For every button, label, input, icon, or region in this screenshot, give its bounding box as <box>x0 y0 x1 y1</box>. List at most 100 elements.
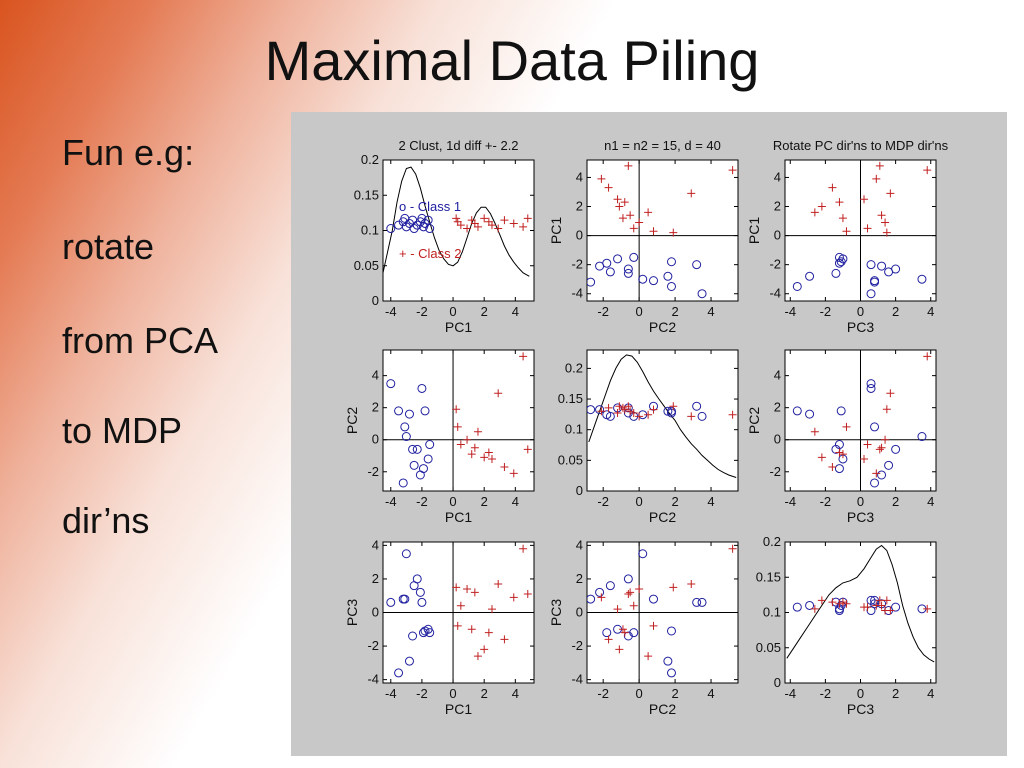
class1-point <box>649 276 659 286</box>
y-tick-label: 4 <box>372 537 379 552</box>
class2-point <box>810 208 819 217</box>
class2-point <box>523 590 532 599</box>
class2-point <box>626 588 635 597</box>
panel-axes-box <box>586 159 739 302</box>
class1-point <box>409 460 419 470</box>
class2-point <box>875 596 884 605</box>
x-axis-label: PC1 <box>445 319 472 335</box>
class1-point <box>663 406 673 416</box>
bullet-dirns: dir’ns <box>62 500 150 541</box>
y-tick-label: 0 <box>774 432 781 447</box>
x-tick-label: 0 <box>857 686 864 701</box>
y-tick-label: 0 <box>372 293 379 308</box>
class2-point <box>480 214 489 223</box>
bullet-fun-eg: Fun e.g: <box>62 132 195 173</box>
class1-point <box>836 257 846 267</box>
y-tick-label: -2 <box>367 638 379 653</box>
class2-point <box>463 435 472 444</box>
x-axis-label: PC3 <box>847 509 874 525</box>
class2-point <box>624 161 633 170</box>
panel-data-group <box>383 166 532 277</box>
class1-point <box>629 252 639 262</box>
class2-point <box>838 214 847 223</box>
class2-point <box>669 228 678 237</box>
class1-point <box>697 289 707 299</box>
y-tick-label: 4 <box>774 169 781 184</box>
y-tick-label: 2 <box>372 400 379 415</box>
class1-point <box>666 281 676 291</box>
class2-point <box>629 224 638 233</box>
class2-point <box>613 605 622 614</box>
class2-point <box>835 599 844 608</box>
class2-point <box>828 462 837 471</box>
class1-point <box>420 218 430 228</box>
class1-point <box>417 213 427 223</box>
class2-point <box>463 585 472 593</box>
class1-point <box>595 587 605 597</box>
class1-point <box>623 264 633 274</box>
panel-data-group <box>786 544 935 663</box>
class2-point <box>687 189 696 198</box>
class1-point <box>666 406 676 416</box>
class2-point <box>452 214 461 223</box>
class2-point <box>620 628 629 637</box>
class2-point <box>842 422 851 431</box>
class2-point <box>456 221 465 230</box>
class1-point <box>605 581 615 591</box>
class2-point <box>500 216 509 225</box>
class2-point <box>875 161 884 170</box>
panel-data-group <box>383 350 534 491</box>
class2-point <box>484 448 493 457</box>
class2-point <box>877 211 886 220</box>
y-tick-label: 0.15 <box>354 187 379 202</box>
class2-point <box>467 450 476 459</box>
panel-0-1: -2 0 2 4 -4 -2 0 2 4 PC2 PC1 n1 = n2 = 15, d = 40 <box>548 138 739 335</box>
class1-point <box>891 264 901 274</box>
y-tick-label: 0 <box>576 483 583 498</box>
class2-point <box>810 427 819 436</box>
x-tick-label: -2 <box>820 686 832 701</box>
class2-point <box>509 593 518 602</box>
density-curve <box>786 544 935 663</box>
class1-point <box>401 549 411 559</box>
panel-1-1: -2 0 2 4 0 0.05 0.1 0.15 0.2 PC2 <box>558 349 739 525</box>
x-axis-label: PC2 <box>649 701 676 717</box>
class2-point <box>519 222 528 231</box>
x-axis-label: PC3 <box>847 319 874 335</box>
panel-title: 2 Clust, 1d diff +- 2.2 <box>398 138 518 153</box>
class2-point <box>604 635 613 644</box>
class2-point <box>842 599 851 608</box>
class2-point <box>635 412 644 421</box>
class1-point <box>602 628 612 638</box>
class2-point <box>484 628 493 637</box>
class2-point <box>923 352 932 361</box>
x-tick-label: 2 <box>481 686 488 701</box>
y-axis-label: PC1 <box>746 217 762 244</box>
class1-point <box>587 277 596 287</box>
panel-data-group <box>785 350 936 491</box>
class2-point <box>480 453 489 462</box>
x-tick-label: -4 <box>784 686 796 701</box>
class1-point <box>418 628 428 638</box>
class2-point <box>604 403 613 412</box>
class1-point <box>623 268 633 278</box>
y-axis-label: PC1 <box>548 217 564 244</box>
class2-point <box>597 407 606 416</box>
panel-data-group <box>587 542 738 683</box>
class2-point <box>828 183 837 192</box>
class1-point <box>412 574 422 584</box>
x-tick-label: 0 <box>857 304 864 319</box>
class1-point <box>587 594 596 604</box>
class2-point <box>615 202 624 211</box>
class2-point <box>500 462 509 471</box>
class1-point <box>866 289 876 299</box>
y-tick-label: -4 <box>367 672 379 687</box>
class1-point <box>917 274 927 284</box>
bullet-from-pca: from PCA <box>62 320 219 361</box>
class2-point <box>881 218 890 227</box>
class2-point <box>487 605 496 614</box>
legend-entry-class2: + - Class 2 <box>399 246 462 261</box>
class2-point <box>838 598 847 607</box>
class1-point <box>792 406 802 416</box>
